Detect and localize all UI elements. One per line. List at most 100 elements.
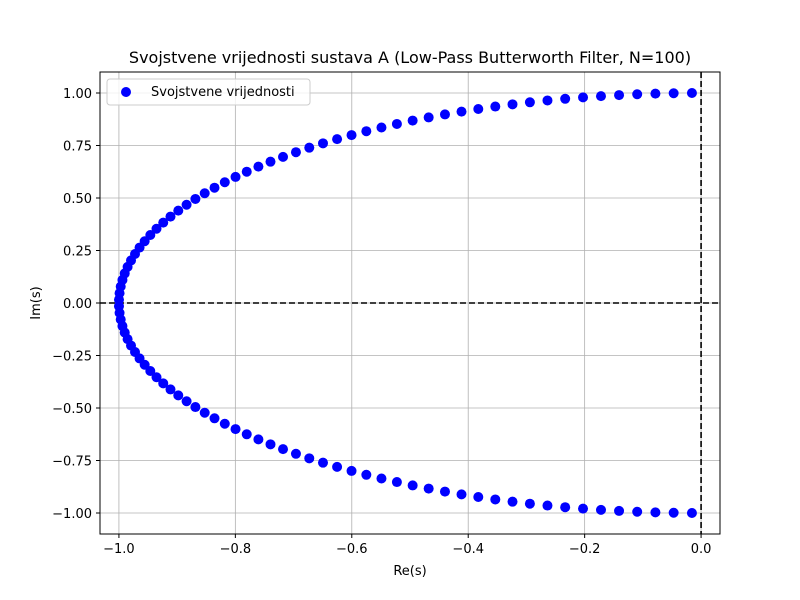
data-point xyxy=(632,89,643,100)
data-point xyxy=(668,88,679,99)
data-point xyxy=(507,496,518,507)
data-point xyxy=(686,507,697,518)
data-point xyxy=(376,473,387,484)
y-tick-label: 1.00 xyxy=(63,87,92,102)
data-point xyxy=(151,372,162,383)
data-point xyxy=(614,90,625,101)
data-point xyxy=(253,161,264,172)
legend: Svojstvene vrijednosti xyxy=(106,78,311,106)
data-point xyxy=(278,151,289,162)
data-point xyxy=(158,217,169,228)
scatter-points xyxy=(113,88,697,518)
x-tick-label: 0.0 xyxy=(691,542,712,557)
y-tick-label: −0.25 xyxy=(52,350,92,365)
data-point xyxy=(614,505,625,516)
x-tick-label: −1.0 xyxy=(103,542,135,557)
data-point xyxy=(346,465,357,476)
data-point xyxy=(595,91,606,102)
y-tick-label: −0.50 xyxy=(52,402,92,417)
data-point xyxy=(423,483,434,494)
data-point xyxy=(173,205,184,216)
data-point xyxy=(595,504,606,515)
chart-title: Svojstvene vrijednosti sustava A (Low-Pa… xyxy=(129,48,691,67)
legend-marker xyxy=(121,87,131,97)
y-axis-label: Im(s) xyxy=(29,286,44,319)
data-point xyxy=(439,109,450,120)
data-point xyxy=(668,507,679,518)
data-point xyxy=(560,93,571,104)
data-point xyxy=(230,171,241,182)
data-point xyxy=(578,503,589,514)
data-point xyxy=(650,507,661,518)
data-point xyxy=(490,101,501,112)
data-point xyxy=(304,453,315,464)
data-point xyxy=(190,402,201,413)
data-point xyxy=(290,448,301,459)
data-point xyxy=(391,477,402,488)
data-point xyxy=(209,413,220,424)
data-point xyxy=(290,147,301,158)
data-point xyxy=(542,95,553,106)
data-point xyxy=(278,444,289,455)
data-point xyxy=(317,138,328,149)
y-tick-label: 0.25 xyxy=(63,245,92,260)
data-point xyxy=(632,506,643,517)
y-tick-label: 0.75 xyxy=(63,140,92,155)
data-point xyxy=(253,434,264,445)
data-point xyxy=(524,97,535,108)
data-point xyxy=(560,502,571,513)
x-tick-label: −0.2 xyxy=(569,542,601,557)
x-tick-label: −0.6 xyxy=(336,542,368,557)
data-point xyxy=(219,418,230,429)
legend-label: Svojstvene vrijednosti xyxy=(151,85,295,100)
data-point xyxy=(173,390,184,401)
x-tick-label: −0.8 xyxy=(220,542,252,557)
y-tick-label: 0.00 xyxy=(63,297,92,312)
data-point xyxy=(265,439,276,450)
data-point xyxy=(346,130,357,141)
data-point xyxy=(391,118,402,129)
data-point xyxy=(473,492,484,503)
data-point xyxy=(181,199,192,210)
data-point xyxy=(199,188,210,199)
x-axis-ticks: −1.0 −0.8 −0.6 −0.4 −0.2 0.0 xyxy=(103,534,711,557)
data-point xyxy=(199,407,210,418)
data-point xyxy=(686,88,697,99)
data-point xyxy=(241,166,252,177)
reference-lines xyxy=(100,72,720,534)
data-point xyxy=(165,384,176,395)
data-point xyxy=(407,115,418,126)
data-point xyxy=(165,211,176,222)
data-point xyxy=(524,498,535,509)
x-axis-label: Re(s) xyxy=(393,564,426,579)
data-point xyxy=(439,486,450,497)
data-point xyxy=(361,469,372,480)
data-point xyxy=(230,424,241,435)
data-point xyxy=(376,122,387,133)
data-point xyxy=(407,480,418,491)
y-tick-label: −0.75 xyxy=(52,455,92,470)
data-point xyxy=(456,489,467,500)
data-point xyxy=(332,461,343,472)
data-point xyxy=(578,92,589,103)
data-point xyxy=(181,396,192,407)
y-tick-label: −1.00 xyxy=(52,507,92,522)
data-point xyxy=(361,126,372,137)
y-axis-ticks: 1.00 0.75 0.50 0.25 0.00 −0.25 −0.50 −0.75 −1.00 xyxy=(52,87,100,522)
x-tick-label: −0.4 xyxy=(452,542,484,557)
y-tick-label: 0.50 xyxy=(63,192,92,207)
data-point xyxy=(317,457,328,468)
data-point xyxy=(190,193,201,204)
data-point xyxy=(456,106,467,117)
data-point xyxy=(423,112,434,123)
data-point xyxy=(650,88,661,99)
data-point xyxy=(265,156,276,167)
data-point xyxy=(145,366,156,377)
data-point xyxy=(473,103,484,114)
data-point xyxy=(542,500,553,511)
data-point xyxy=(490,494,501,505)
data-point xyxy=(219,177,230,188)
legend-box xyxy=(106,78,311,106)
data-point xyxy=(151,223,162,234)
